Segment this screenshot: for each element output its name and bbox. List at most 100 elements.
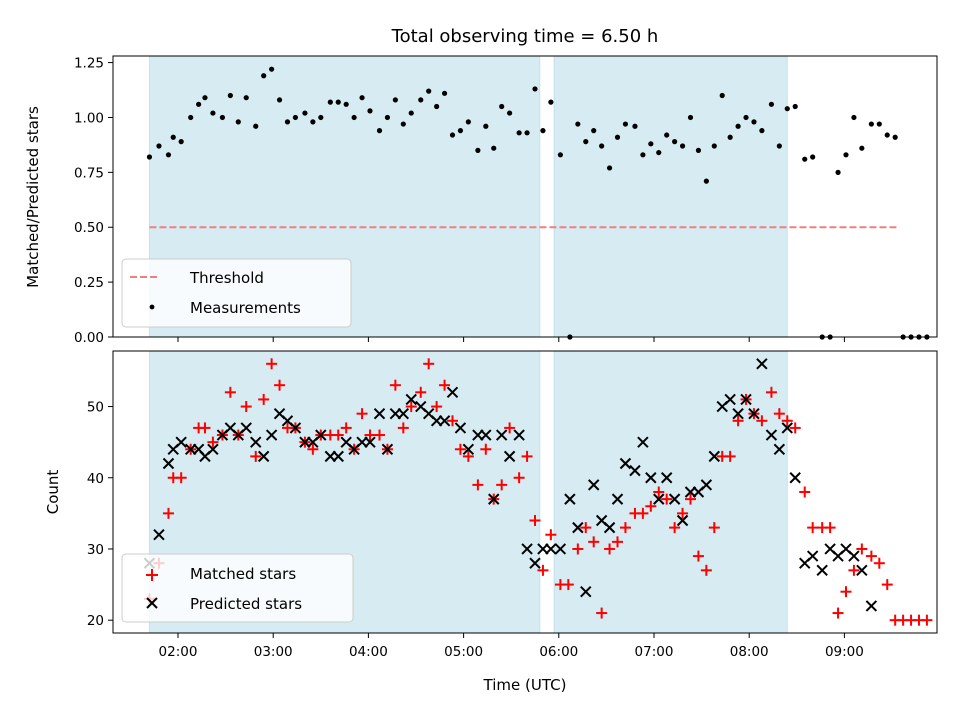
matched-star-point: [513, 472, 525, 484]
predicted-star-point: [708, 450, 721, 463]
measurement-point: [784, 106, 790, 112]
predicted-star-point: [732, 407, 744, 420]
predicted-star-point: [629, 464, 641, 477]
predicted-star-point: [257, 450, 270, 463]
measurement-point: [146, 154, 153, 160]
matched-star-point: [240, 401, 252, 413]
measurement-point: [269, 66, 275, 72]
top-y-tick-label: 0.50: [74, 220, 104, 236]
measurement-point: [465, 119, 471, 125]
predicted-marker-b: [364, 436, 376, 448]
predicted-marker-b: [273, 407, 286, 420]
matched-star-point: [661, 493, 673, 505]
measurement-point: [434, 103, 440, 110]
measurement-point: [400, 121, 406, 127]
predicted-legend-marker: [146, 597, 158, 609]
measurement-point: [359, 95, 365, 101]
measurement-point: [491, 145, 497, 151]
matched-star-point: [700, 564, 712, 576]
predicted-marker-b: [454, 422, 467, 434]
measurement-point: [384, 114, 391, 121]
top-y-tick-label: 1.00: [74, 110, 104, 126]
matched-star-point: [692, 550, 704, 562]
measurement-point: [703, 178, 709, 184]
predicted-marker-b: [773, 443, 786, 455]
measurement-point: [253, 123, 259, 129]
measurement-point: [751, 119, 757, 125]
matched-star-point: [162, 507, 174, 519]
predicted-star-point: [521, 543, 533, 555]
matched-star-point: [645, 500, 657, 512]
measurement-point: [859, 145, 865, 151]
measurement-point: [851, 114, 857, 121]
measurement-point: [548, 99, 554, 105]
measurement-point: [648, 141, 654, 147]
matched-star-point: [684, 493, 696, 505]
predicted-marker-b: [529, 557, 541, 569]
predicted-marker-b: [603, 521, 616, 534]
predicted-star-point: [668, 493, 681, 505]
predicted-marker-b: [840, 543, 852, 555]
measurement-point: [802, 156, 808, 162]
matched-star-point: [250, 450, 262, 462]
predicted-star-point: [554, 543, 567, 555]
x-tick-label: 03:00: [254, 644, 293, 660]
predicted-marker-b: [373, 407, 386, 420]
predicted-star-point: [587, 479, 600, 491]
measurement-point: [591, 128, 597, 134]
predicted-marker-b: [676, 514, 689, 527]
predicted-marker-b: [732, 407, 744, 420]
predicted-marker-b: [595, 514, 608, 527]
predicted-marker-b: [332, 450, 344, 463]
predicted-star-point: [789, 472, 801, 484]
predicted-marker-b: [816, 564, 828, 577]
measurement-point: [835, 169, 841, 175]
measurement-point: [165, 152, 172, 158]
predicted-star-point: [503, 450, 516, 463]
matched-star-point: [405, 401, 417, 413]
predicted-star-point: [564, 493, 576, 505]
matched-star-point: [756, 415, 768, 427]
predicted-marker-b: [521, 543, 533, 555]
predicted-marker-b: [207, 443, 219, 455]
observing-window-2: [553, 350, 788, 634]
predicted-star-point: [250, 436, 262, 448]
predicted-marker-b: [668, 493, 681, 505]
predicted-marker-b: [240, 422, 252, 434]
chart-title: Total observing time = 6.50 h: [391, 26, 659, 47]
measurement-point: [227, 92, 233, 99]
matched-star-point: [504, 422, 516, 434]
predicted-star-point: [529, 557, 541, 569]
predicted-marker-b: [554, 543, 567, 555]
predicted-star-point: [619, 457, 632, 470]
matched-star-point: [521, 450, 533, 462]
predicted-marker-b: [824, 543, 836, 555]
matched-star-point: [824, 522, 836, 534]
matched-star-point: [439, 379, 451, 391]
predicted-star-point: [724, 393, 736, 406]
matched-star-point: [856, 543, 868, 555]
measurement-point: [810, 154, 816, 160]
predicted-marker-b: [545, 543, 557, 555]
predicted-marker-b: [572, 521, 584, 534]
measurement-points: [146, 66, 930, 340]
measurement-point: [632, 123, 638, 129]
matched-star-point: [708, 522, 720, 534]
predicted-marker-b: [340, 436, 352, 448]
x-tick-label: 09:00: [825, 644, 864, 660]
measurement-point: [210, 110, 216, 116]
predicted-marker-b: [513, 429, 525, 441]
matched-star-point: [374, 429, 386, 441]
predicted-star-point: [740, 393, 752, 406]
matched-star-point: [677, 507, 689, 519]
measurement-point: [711, 143, 717, 149]
measurement-point: [640, 152, 646, 158]
matched-star-point: [596, 607, 608, 619]
predicted-marker-b: [162, 457, 175, 470]
predicted-star-point: [438, 415, 451, 427]
top-legend: Threshold Measurements: [121, 258, 352, 328]
top-x-ticks: [177, 337, 845, 342]
matched-star-point: [446, 415, 458, 427]
predicted-marker-b: [740, 393, 752, 406]
predicted-star-point: [207, 443, 219, 455]
